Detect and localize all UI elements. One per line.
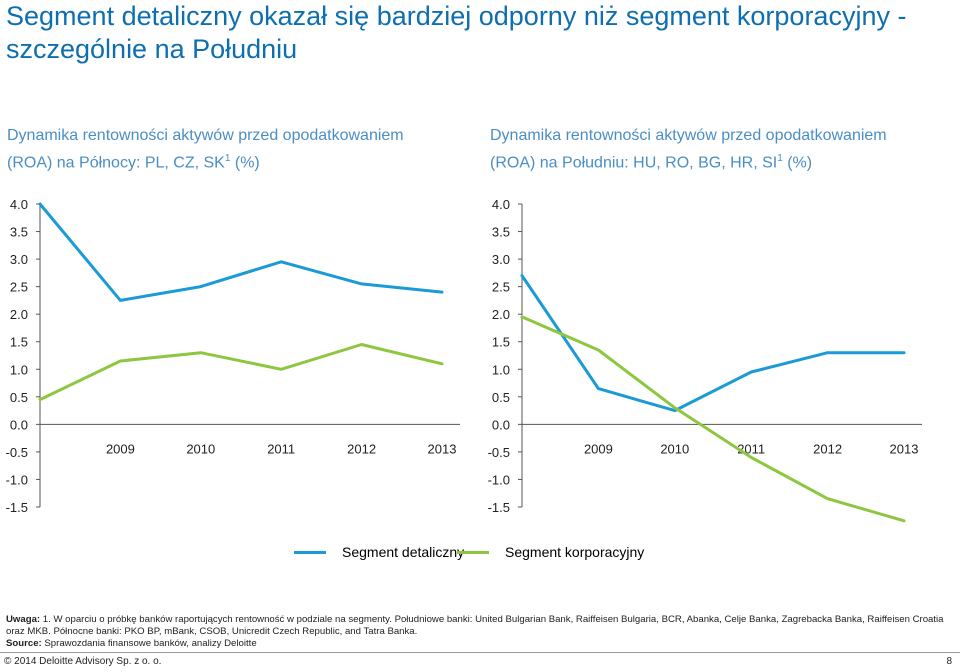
y-tick-label-south: 1.5 bbox=[492, 335, 510, 350]
y-tick-label-north: 1.5 bbox=[10, 335, 28, 350]
page-number: 8 bbox=[946, 656, 952, 667]
x-tick-label-north: 2009 bbox=[106, 441, 135, 456]
y-tick-label-north: -1.0 bbox=[6, 472, 28, 487]
y-tick-label-north: 1.0 bbox=[10, 362, 28, 377]
y-tick-label-south: 0.5 bbox=[492, 390, 510, 405]
x-tick-label-south: 2011 bbox=[737, 441, 765, 456]
legend-swatch-retail bbox=[294, 550, 326, 554]
y-tick-label-north: 3.5 bbox=[10, 225, 28, 240]
copyright: © 2014 Deloitte Advisory Sp. z o. o. bbox=[4, 656, 162, 667]
x-tick-label-north: 2011 bbox=[267, 441, 295, 456]
footnote: Uwaga: 1. W oparciu o próbkę banków rapo… bbox=[6, 614, 954, 650]
source-text: Sprawozdania finansowe banków, analizy D… bbox=[41, 638, 257, 649]
legend-swatch-corporate bbox=[457, 550, 489, 554]
subtitle-line2: (ROA) na Północy: PL, CZ, SK bbox=[7, 154, 225, 172]
y-tick-label-south: 3.5 bbox=[492, 225, 510, 240]
chart-subtitle-north: Dynamika rentowności aktywów przed opoda… bbox=[7, 124, 447, 174]
y-tick-label-north: 3.0 bbox=[10, 252, 28, 267]
legend-item-retail: Segment detaliczny bbox=[294, 544, 464, 560]
y-tick-label-north: -1.5 bbox=[6, 500, 28, 515]
y-tick-label-south: 3.0 bbox=[492, 252, 510, 267]
y-tick-label-north: 0.0 bbox=[10, 417, 28, 432]
y-tick-label-south: -0.5 bbox=[488, 445, 510, 460]
legend-label-retail: Segment detaliczny bbox=[342, 544, 465, 560]
y-tick-label-south: 4.0 bbox=[492, 197, 510, 212]
y-tick-label-south: -1.0 bbox=[488, 472, 510, 487]
source-label: Source: bbox=[6, 638, 42, 649]
x-tick-label-north: 2013 bbox=[428, 441, 457, 456]
legend-label-corporate: Segment korporacyjny bbox=[505, 544, 645, 560]
subtitle-line1: Dynamika rentowności aktywów przed opoda… bbox=[7, 127, 404, 144]
chart-subtitle-south: Dynamika rentowności aktywów przed opoda… bbox=[490, 124, 930, 174]
x-tick-label-north: 2012 bbox=[347, 441, 376, 456]
subtitle-unit: (%) bbox=[230, 154, 260, 172]
x-tick-label-north: 2010 bbox=[186, 441, 215, 456]
subtitle-unit: (%) bbox=[782, 154, 813, 172]
footnote-marker: 1 bbox=[224, 153, 231, 164]
series-line-corporate-south bbox=[520, 315, 906, 523]
series-line-retail-north bbox=[38, 202, 444, 302]
legend-item-corporate: Segment korporacyjny bbox=[457, 544, 644, 560]
footnote-label: Uwaga: bbox=[6, 614, 41, 625]
y-tick-label-north: 2.0 bbox=[10, 307, 28, 322]
x-tick-label-south: 2012 bbox=[813, 441, 842, 456]
footnote-text: 1. W oparciu o próbkę banków raportujący… bbox=[6, 614, 944, 637]
x-tick-label-south: 2009 bbox=[584, 441, 613, 456]
y-tick-label-south: 2.5 bbox=[492, 280, 510, 295]
series-line-retail-south bbox=[520, 274, 906, 413]
y-tick-label-north: 4.0 bbox=[10, 197, 28, 212]
footer-divider bbox=[0, 652, 960, 653]
y-tick-label-north: 0.5 bbox=[10, 390, 28, 405]
y-tick-label-north: 2.5 bbox=[10, 280, 28, 295]
y-tick-label-north: -0.5 bbox=[6, 445, 28, 460]
page-title: Segment detaliczny okazał się bardziej o… bbox=[6, 1, 907, 64]
y-tick-label-south: -1.5 bbox=[488, 500, 510, 515]
subtitle-line1: Dynamika rentowności aktywów przed opoda… bbox=[490, 127, 887, 144]
footnote-marker: 1 bbox=[777, 153, 783, 164]
subtitle-line2: (ROA) na Południu: HU, RO, BG, HR, SI bbox=[490, 154, 778, 172]
y-tick-label-south: 1.0 bbox=[492, 362, 510, 377]
series-line-corporate-north bbox=[38, 343, 444, 402]
x-tick-label-south: 2010 bbox=[660, 441, 689, 456]
y-tick-label-south: 2.0 bbox=[492, 307, 510, 322]
y-tick-label-south: 0.0 bbox=[492, 417, 510, 432]
x-tick-label-south: 2013 bbox=[890, 441, 919, 456]
